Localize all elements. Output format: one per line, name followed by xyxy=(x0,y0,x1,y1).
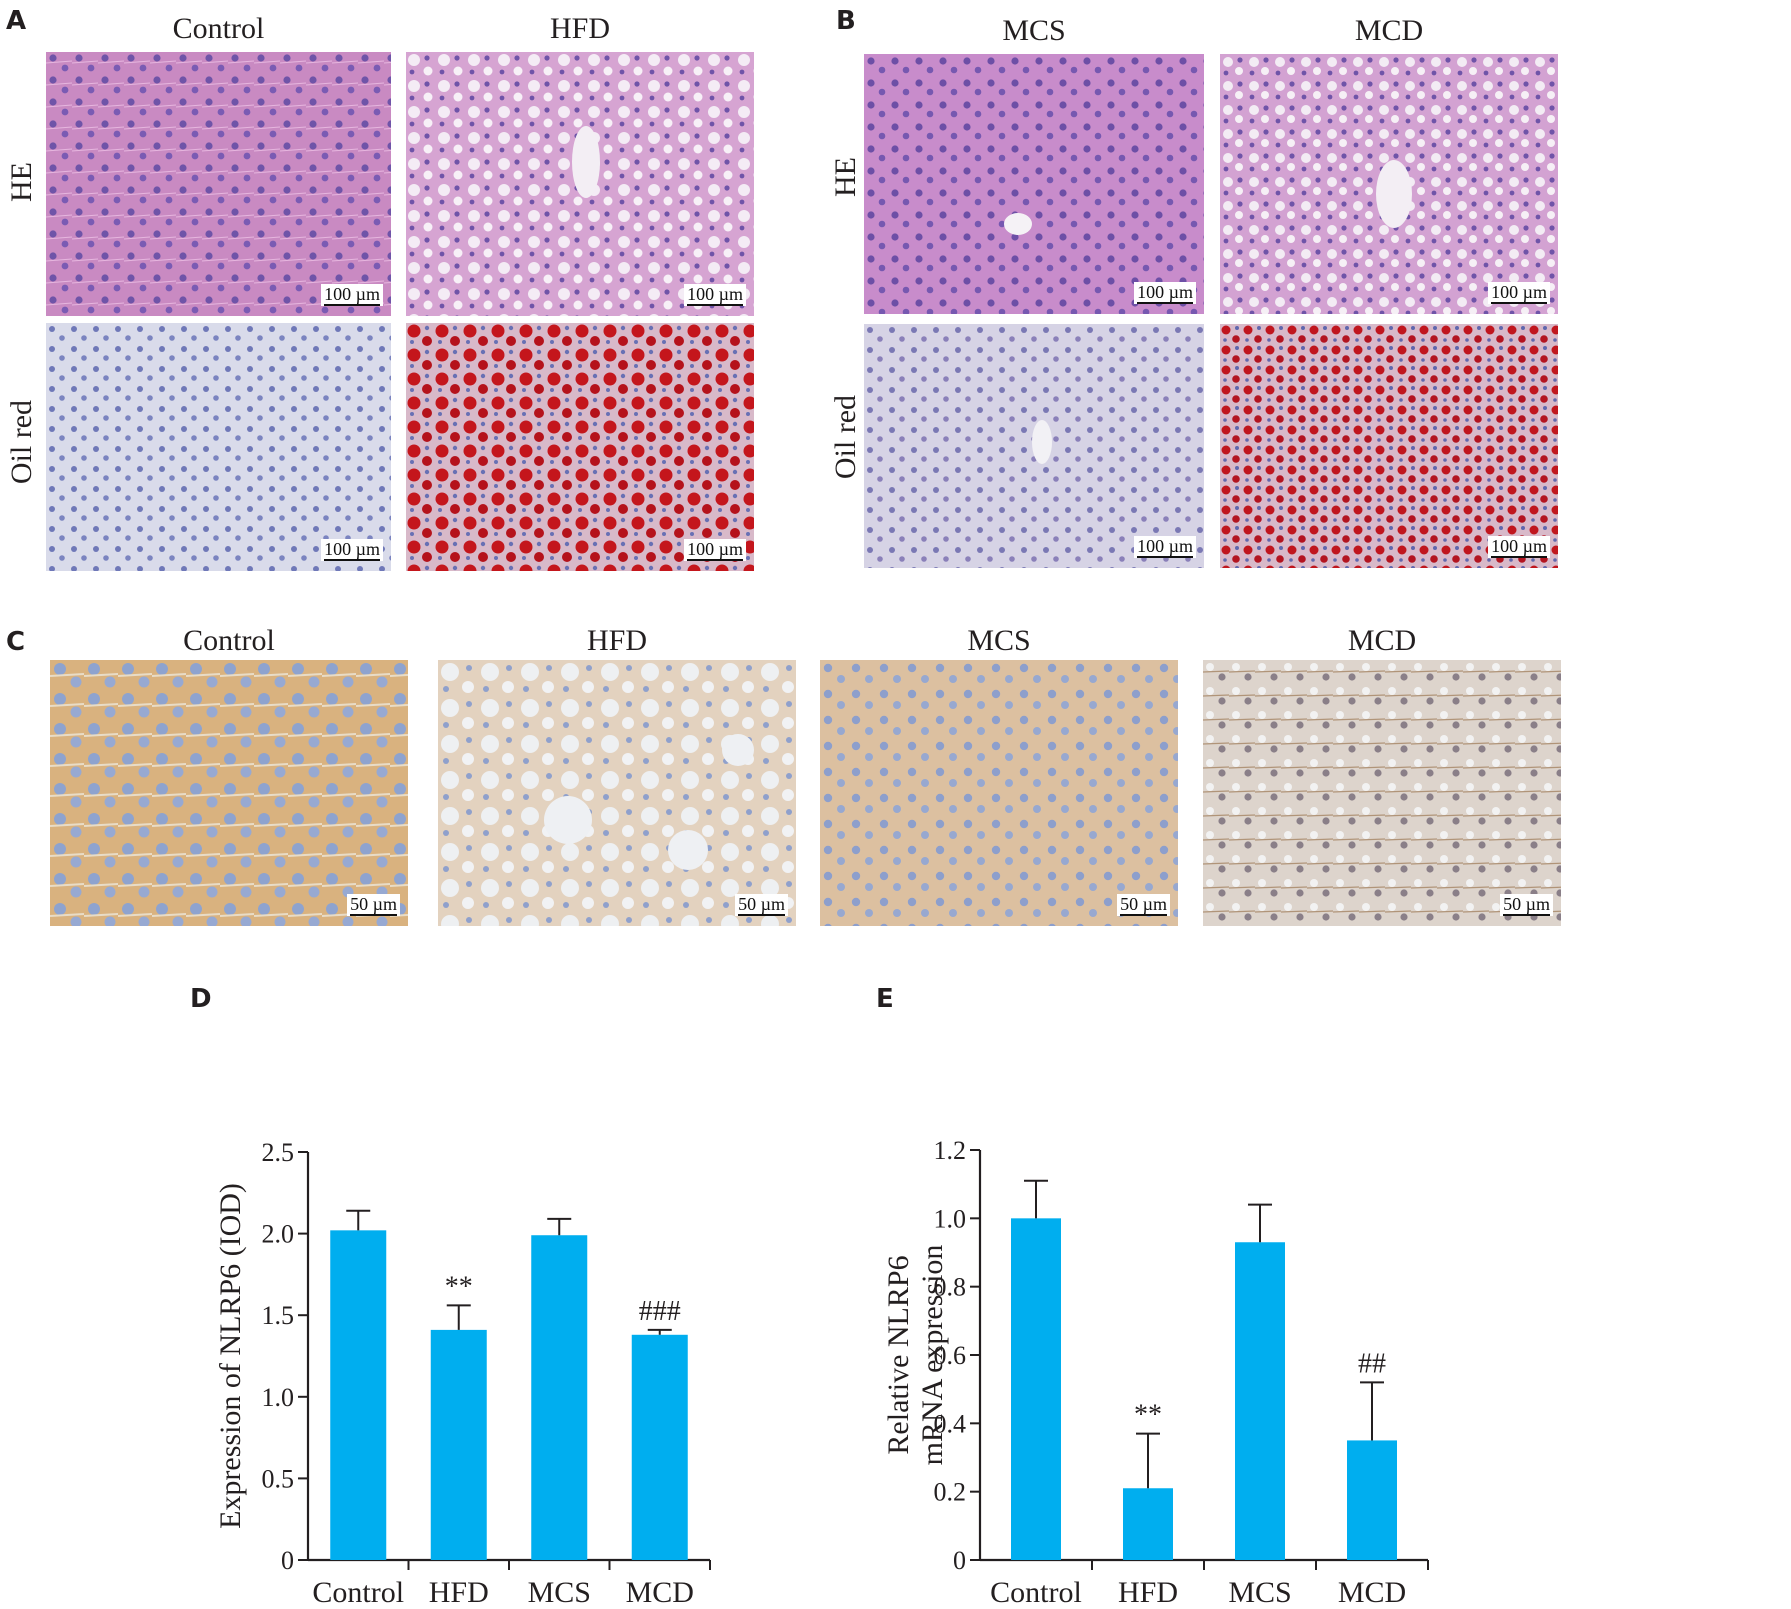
micrograph-he-control: 100 µm xyxy=(46,52,391,316)
scale-bar: 100 µm xyxy=(684,539,746,561)
col-label-b-mcd: MCD xyxy=(1354,14,1424,47)
significance-label: ** xyxy=(1134,1400,1162,1431)
bar xyxy=(631,1334,688,1560)
x-tick-label: MCD xyxy=(1338,1576,1406,1606)
micrograph-he-hfd: 100 µm xyxy=(406,52,754,316)
scale-bar: 100 µm xyxy=(321,284,383,306)
x-tick-label: Control xyxy=(312,1576,404,1606)
bar xyxy=(1235,1242,1285,1560)
y-axis-label: Relative NLRP6 xyxy=(882,1255,915,1454)
scale-bar: 100 µm xyxy=(1134,536,1196,558)
col-label-a-control: Control xyxy=(172,12,265,45)
panel-label-d: D xyxy=(190,984,212,1014)
micrograph-he-mcs: 100 µm xyxy=(864,54,1204,314)
micrograph-oilred-mcd: 100 µm xyxy=(1220,324,1558,568)
scale-bar: 50 µm xyxy=(735,894,788,916)
y-tick-label: 0 xyxy=(953,1546,966,1575)
scale-bar: 100 µm xyxy=(321,539,383,561)
micrograph-oilred-control: 100 µm xyxy=(46,323,391,571)
bar xyxy=(430,1329,487,1560)
y-tick-label: 1.5 xyxy=(262,1301,295,1330)
bar xyxy=(531,1235,588,1560)
micrograph-ihc-hfd: 50 µm xyxy=(438,660,796,926)
y-tick-label: 0.6 xyxy=(934,1341,967,1370)
significance-label: ** xyxy=(445,1271,473,1302)
col-label-b-mcs: MCS xyxy=(1002,14,1066,47)
bar-chart-d: 0 0.5 1.0 1.5 2.0 2.5 Control ** HFD MCS ### MCD Exp… xyxy=(214,1138,711,1606)
col-label-c-mcd: MCD xyxy=(1347,624,1417,657)
x-tick-label: MCD xyxy=(626,1576,694,1606)
micrograph-he-mcd: 100 µm xyxy=(1220,54,1558,314)
y-tick-label: 0.8 xyxy=(934,1273,967,1302)
scale-bar: 50 µm xyxy=(1117,894,1170,916)
y-tick-label: 1.0 xyxy=(262,1383,295,1412)
bar xyxy=(1011,1218,1061,1560)
scale-bar: 100 µm xyxy=(1134,282,1196,304)
y-tick-label: 2.0 xyxy=(262,1220,295,1249)
x-tick-label: MCS xyxy=(1228,1576,1291,1606)
panel-label-b: B xyxy=(836,6,856,36)
micrograph-oilred-hfd: 100 µm xyxy=(406,323,754,571)
scale-bar: 100 µm xyxy=(1488,282,1550,304)
y-tick-label: 1.2 xyxy=(934,1136,967,1165)
y-tick-label: 0.4 xyxy=(934,1409,967,1438)
micrograph-ihc-mcd: 50 µm xyxy=(1203,660,1561,926)
scale-bar: 100 µm xyxy=(684,284,746,306)
y-tick-label: 1.0 xyxy=(934,1204,967,1233)
x-tick-label: Control xyxy=(990,1576,1082,1606)
row-label-b-oilred: Oil red xyxy=(829,394,862,480)
panel-label-a: A xyxy=(6,6,27,36)
scale-bar: 50 µm xyxy=(347,894,400,916)
micrograph-ihc-mcs: 50 µm xyxy=(820,660,1178,926)
significance-label: ## xyxy=(1358,1348,1386,1379)
x-tick-label: HFD xyxy=(1118,1576,1178,1606)
significance-label: ### xyxy=(639,1296,681,1327)
bar xyxy=(1347,1440,1397,1560)
y-axis-label: mRNA expression xyxy=(916,1245,949,1466)
micrograph-ihc-control: 50 µm xyxy=(50,660,408,926)
scale-bar: 50 µm xyxy=(1500,894,1553,916)
y-tick-label: 0 xyxy=(281,1546,294,1575)
y-axis-label: Expression of NLRP6 (IOD) xyxy=(214,1183,247,1529)
micrograph-oilred-mcs: 100 µm xyxy=(864,324,1204,568)
y-tick-label: 0.2 xyxy=(934,1478,967,1507)
panel-label-e: E xyxy=(876,984,894,1014)
bar-chart-e: 0 0.2 0.4 0.6 0.8 1.0 1.2 Control ** HFD MCS ## MCD R… xyxy=(882,1136,1429,1606)
x-tick-label: HFD xyxy=(429,1576,489,1606)
col-label-c-mcs: MCS xyxy=(967,624,1031,657)
y-tick-label: 0.5 xyxy=(262,1464,295,1493)
row-label-a-oilred: Oil red xyxy=(5,399,38,485)
col-label-a-hfd: HFD xyxy=(549,12,610,45)
bar xyxy=(330,1230,387,1560)
bar xyxy=(1123,1488,1173,1560)
scale-bar: 100 µm xyxy=(1488,536,1550,558)
row-label-a-he: HE xyxy=(5,162,38,202)
col-label-c-hfd: HFD xyxy=(586,624,647,657)
x-tick-label: MCS xyxy=(528,1576,591,1606)
y-tick-label: 2.5 xyxy=(262,1138,295,1167)
col-label-c-control: Control xyxy=(183,624,275,657)
panel-label-c: C xyxy=(6,627,26,657)
row-label-b-he: HE xyxy=(829,157,862,197)
